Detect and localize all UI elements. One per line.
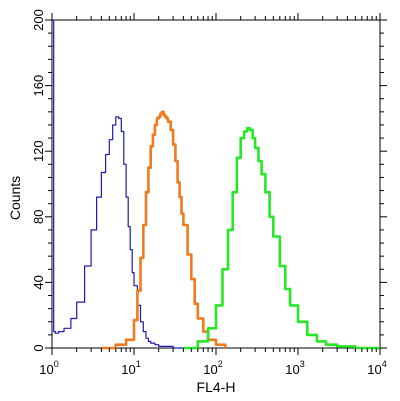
histogram-series-3 bbox=[183, 126, 380, 350]
y-tick-label: 200 bbox=[31, 9, 46, 31]
histogram-series-1 bbox=[52, 19, 184, 349]
histogram-series-2 bbox=[101, 110, 227, 350]
y-tick-label: 40 bbox=[31, 275, 46, 289]
x-tick-label: 102 bbox=[203, 359, 222, 377]
y-tick-label: 160 bbox=[31, 75, 46, 97]
y-tick-label: 120 bbox=[31, 140, 46, 162]
x-tick-label: 103 bbox=[285, 359, 304, 377]
y-tick-labels: 0 40 80 120 160 200 bbox=[31, 9, 46, 351]
x-tick-label: 104 bbox=[367, 359, 386, 377]
y-tick-label: 0 bbox=[31, 344, 46, 351]
x-tick-label: 101 bbox=[121, 359, 140, 377]
axes bbox=[45, 13, 387, 355]
y-tick-label: 80 bbox=[31, 210, 46, 224]
y-axis-label: Counts bbox=[7, 176, 23, 220]
x-tick-label: 100 bbox=[39, 359, 58, 377]
histogram-curves bbox=[52, 19, 380, 350]
x-axis-label: FL4-H bbox=[197, 379, 236, 395]
x-tick-labels: 100 101 102 103 104 bbox=[39, 359, 386, 377]
